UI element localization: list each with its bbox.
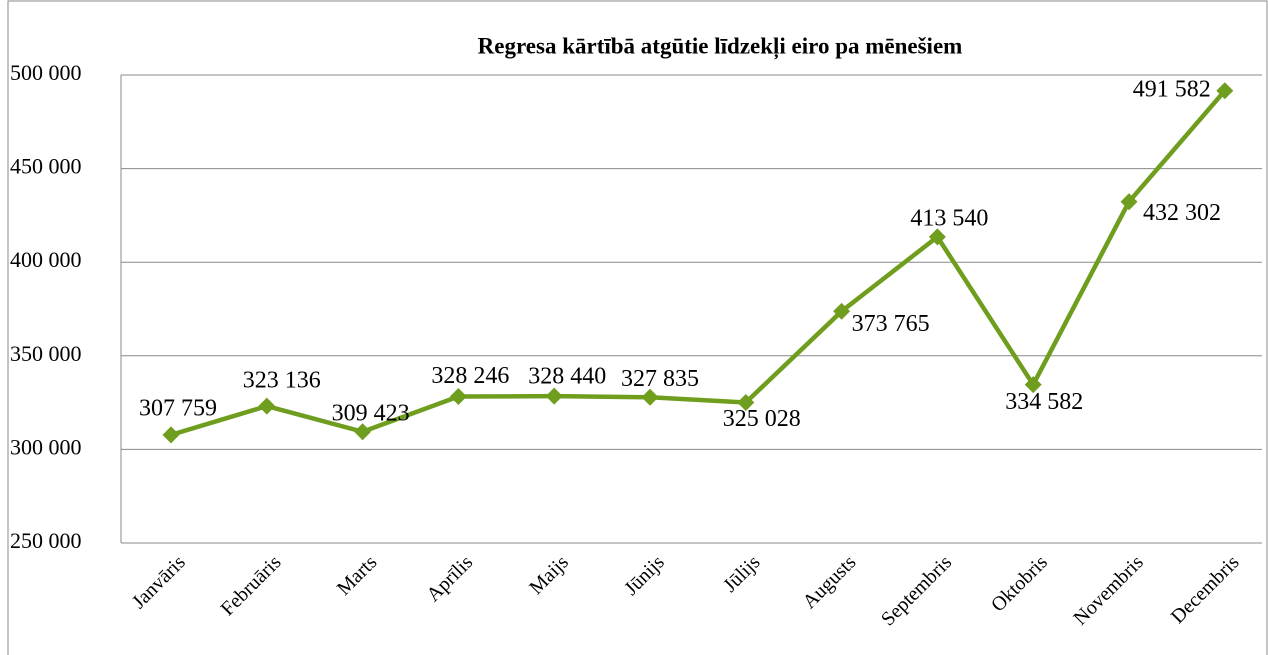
- data-label: 491 582: [1133, 76, 1211, 102]
- marker: [545, 387, 563, 405]
- x-tick-label: Janvāris: [128, 551, 190, 613]
- data-label: 307 759: [139, 395, 217, 421]
- data-label: 413 540: [910, 205, 988, 231]
- marker: [162, 426, 180, 444]
- marker: [354, 423, 372, 441]
- data-label: 309 423: [332, 400, 410, 426]
- x-tick-label: Jūnijs: [620, 551, 669, 600]
- data-label: 327 835: [621, 366, 699, 392]
- data-label: 328 246: [431, 363, 509, 389]
- marker: [833, 302, 851, 320]
- y-tick-label: 250 000: [10, 528, 82, 553]
- y-tick-label: 500 000: [10, 60, 82, 85]
- x-tick-label: Decembris: [1167, 551, 1244, 628]
- x-tick-label: Marts: [333, 551, 382, 600]
- x-tick-label: Februāris: [217, 551, 286, 620]
- data-label: 328 440: [528, 364, 606, 390]
- line: [170, 89, 1227, 438]
- x-tick-label: Jūlijs: [719, 551, 765, 597]
- marker: [258, 397, 276, 415]
- x-tick-label: Augusts: [798, 551, 860, 613]
- data-label: 334 582: [1005, 389, 1083, 415]
- y-tick-label: 350 000: [10, 341, 82, 366]
- chart-title: Regresa kārtībā atgūtie līdzekļi eiro pa…: [478, 33, 963, 60]
- marker: [737, 394, 755, 412]
- x-tick-label: Septembris: [877, 551, 956, 630]
- y-tick-label: 300 000: [10, 434, 82, 459]
- marker: [449, 388, 467, 406]
- y-tick-label: 400 000: [10, 247, 82, 272]
- x-tick-label: Oktobris: [987, 551, 1052, 616]
- x-tick-label: Maijs: [525, 551, 573, 599]
- x-tick-label: Aprīlis: [422, 551, 477, 606]
- y-tick-label: 450 000: [10, 154, 82, 179]
- data-label: 432 302: [1143, 200, 1221, 226]
- data-label: 373 765: [852, 311, 930, 337]
- marker: [641, 388, 659, 406]
- marker: [928, 228, 946, 246]
- x-tick-label: Novembris: [1069, 551, 1148, 630]
- data-label: 325 028: [723, 406, 801, 432]
- data-label: 323 136: [243, 368, 321, 394]
- chart-border: [7, 0, 1268, 655]
